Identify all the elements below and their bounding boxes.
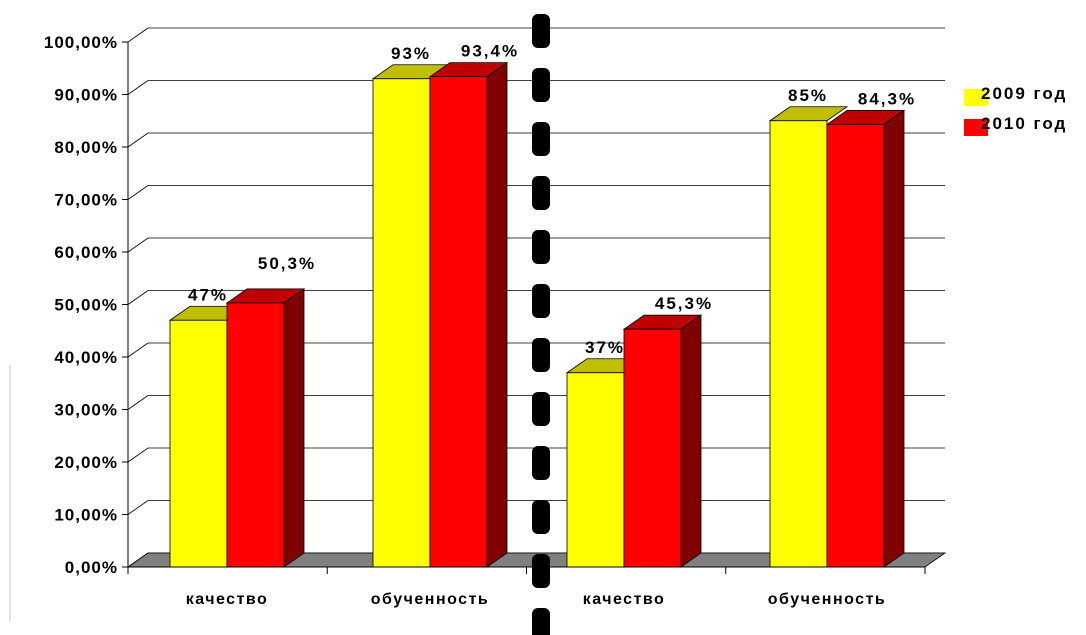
legend: 2009 год 2010 год — [964, 84, 1067, 136]
divider-dash — [532, 338, 550, 372]
y-tick-label: 60,00% — [54, 243, 118, 262]
x-category-label: обученность — [371, 591, 490, 608]
legend-label: 2010 год — [981, 114, 1067, 133]
bar-front — [826, 124, 885, 568]
bar-series1 — [768, 106, 849, 568]
bar-front — [623, 328, 682, 568]
bar-series2 — [428, 61, 509, 568]
divider-dash — [532, 500, 550, 534]
divider-dash — [532, 446, 550, 480]
divider-dash — [532, 284, 550, 318]
bars — [168, 61, 906, 568]
y-tick-label: 50,00% — [54, 296, 118, 315]
divider-dash — [532, 554, 550, 588]
bar-side — [883, 109, 905, 568]
gridline-diagonal — [127, 27, 149, 43]
bar-front — [429, 76, 488, 568]
x-category-label: обученность — [768, 591, 887, 608]
y-tick-label: 90,00% — [54, 86, 118, 105]
bar-side — [283, 288, 305, 568]
data-labels: 47% 50,3% 93% 93,4% 37% 45,3% 85% 84,3% — [188, 42, 916, 357]
data-label: 93% — [391, 44, 431, 63]
bar-front — [566, 372, 625, 568]
bar-front — [169, 319, 228, 568]
bar-front — [769, 120, 828, 568]
bar-series2 — [622, 314, 703, 568]
y-tick-label: 20,00% — [54, 453, 118, 472]
gridline-diagonal — [127, 132, 149, 148]
bar-series1 — [565, 358, 646, 568]
y-tick-label: 100,00% — [44, 33, 118, 52]
divider-dash — [532, 230, 550, 264]
bar-series2 — [825, 109, 906, 568]
x-category-label: качество — [186, 591, 269, 608]
x-axis: качество обученность качество обученность — [127, 566, 926, 608]
bar-front — [372, 78, 431, 568]
divider-dash — [532, 14, 550, 48]
gridline-diagonal — [127, 447, 149, 463]
y-axis: 0,00% 10,00% 20,00% 30,00% 40,00% 50,00% 60,00… — [44, 33, 129, 577]
data-label: 50,3% — [258, 254, 316, 273]
y-tick-label: 10,00% — [54, 506, 118, 525]
bar-front — [226, 302, 285, 568]
gridline-diagonal — [127, 237, 149, 253]
legend-label: 2009 год — [981, 84, 1067, 103]
y-tick-label: 30,00% — [54, 401, 118, 420]
data-label: 85% — [788, 86, 828, 105]
y-tick-label: 80,00% — [54, 138, 118, 157]
legend-swatch — [964, 119, 988, 136]
y-tick-label: 70,00% — [54, 191, 118, 210]
gridline-diagonal — [127, 185, 149, 200]
divider-dash — [532, 176, 550, 210]
divider-dash — [532, 392, 550, 426]
data-label: 47% — [188, 285, 228, 304]
divider-dash — [532, 68, 550, 102]
divider-dash — [532, 122, 550, 156]
gridline-diagonal — [127, 500, 149, 515]
gridline-diagonal — [127, 80, 149, 95]
divider-dash — [532, 608, 550, 635]
bar-side — [486, 61, 508, 568]
gridline-diagonal — [127, 342, 149, 358]
y-tick-label: 0,00% — [65, 558, 118, 577]
legend-swatch — [964, 89, 988, 106]
data-label: 93,4% — [461, 42, 519, 61]
divider-line — [532, 14, 550, 635]
y-tick-label: 40,00% — [54, 348, 118, 367]
x-category-label: качество — [583, 591, 666, 608]
data-label: 37% — [585, 338, 625, 357]
gridline-diagonal — [127, 395, 149, 410]
bar-side — [680, 314, 702, 568]
bar-series2 — [225, 288, 306, 568]
data-label: 84,3% — [858, 89, 916, 108]
gridline-diagonal — [127, 290, 149, 305]
data-label: 45,3% — [655, 294, 713, 313]
